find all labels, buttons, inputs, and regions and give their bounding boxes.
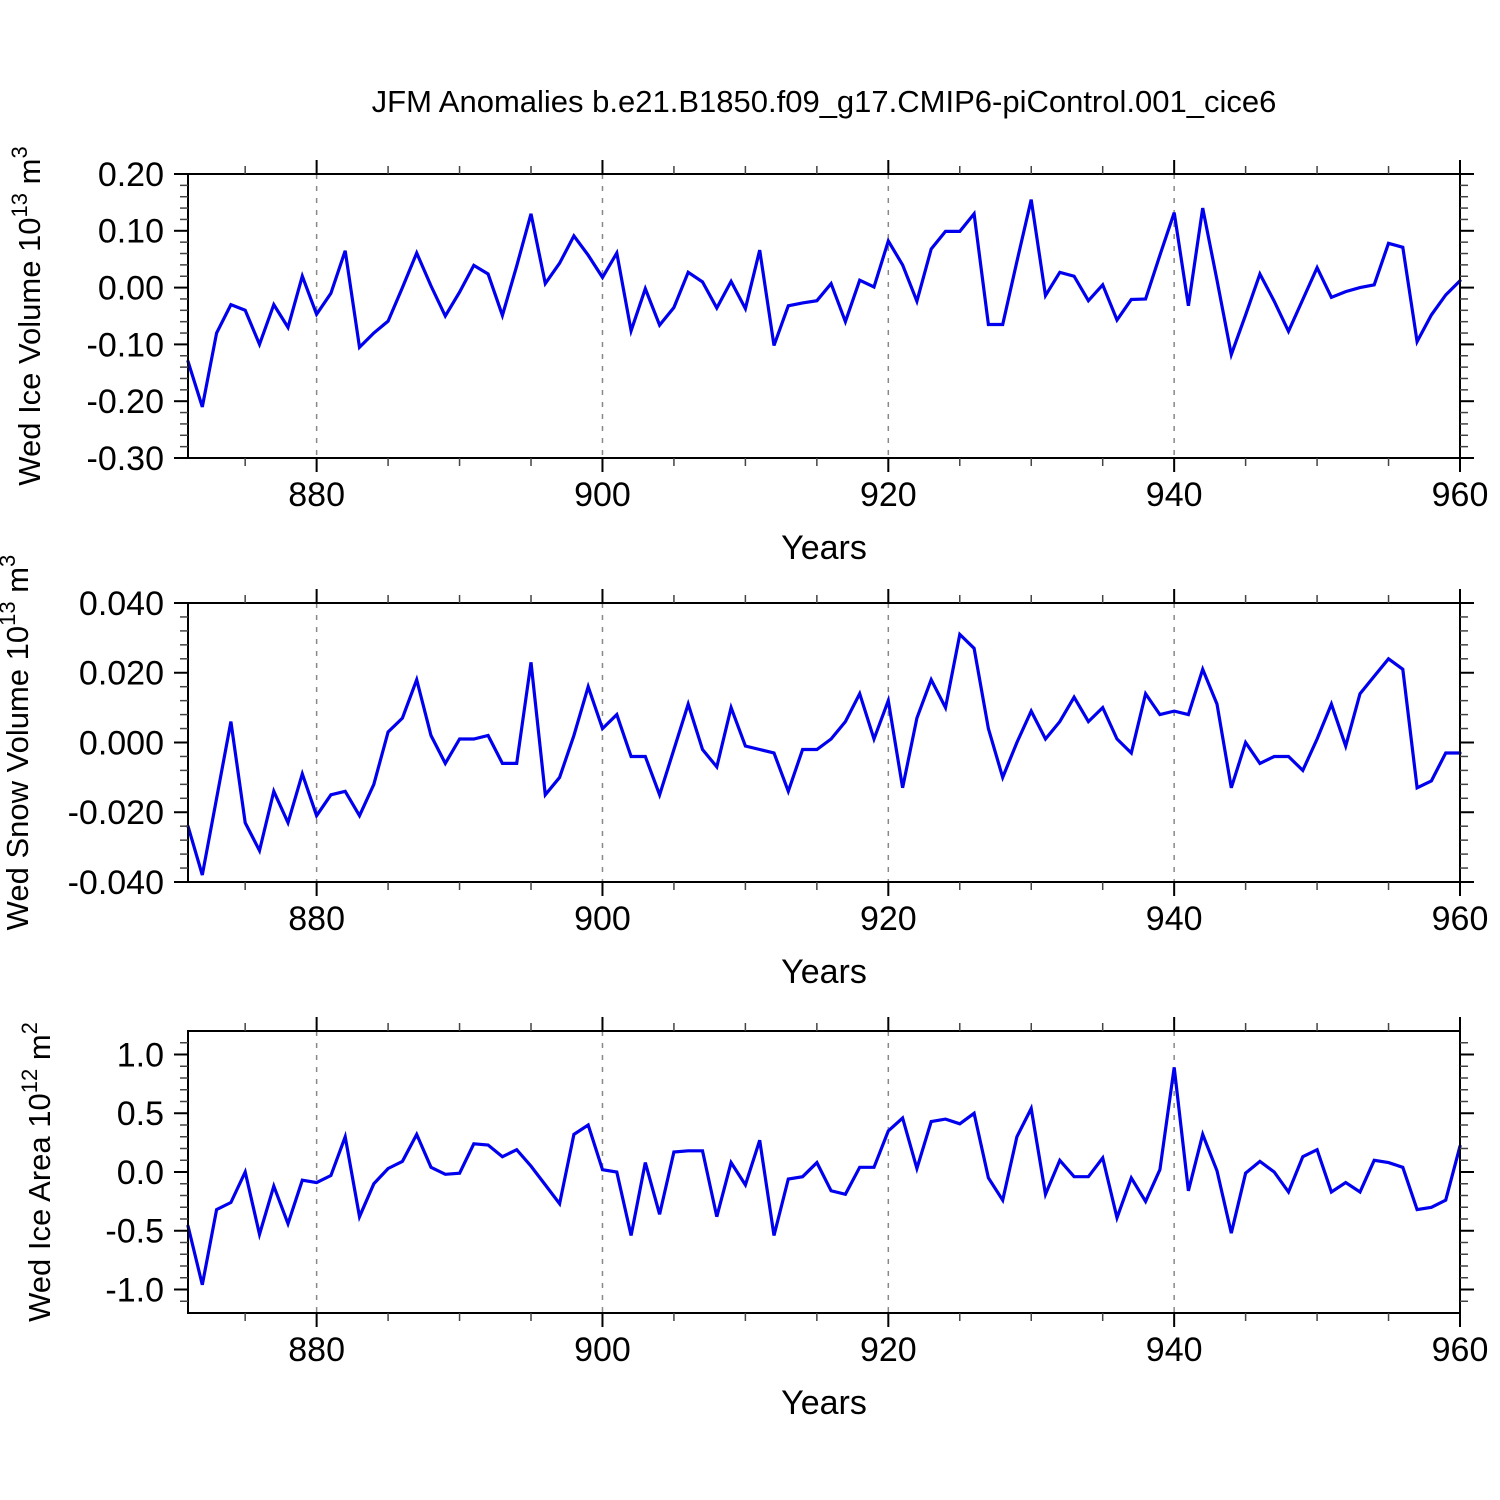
y-tick-label: 0.0 — [117, 1154, 164, 1192]
axis-ticks — [174, 589, 1474, 896]
axis-ticks — [174, 1017, 1474, 1327]
y-tick-label: 0.5 — [117, 1095, 164, 1133]
x-tick-label: 960 — [1432, 1331, 1489, 1369]
y-tick-label: 1.0 — [117, 1036, 164, 1074]
x-axis-title: Years — [781, 529, 867, 567]
y-tick-label: 0.00 — [98, 270, 164, 308]
axis-ticks — [174, 160, 1474, 472]
y-tick-label: -0.20 — [87, 383, 165, 421]
panel-wed-ice-area: 1.0 0.5 0.0 -0.5 -1.0 880 900 920 940 960 Years Wed… — [17, 1017, 1488, 1422]
y-tick-label: -0.5 — [105, 1213, 164, 1251]
y-tick-label: -0.30 — [87, 440, 165, 478]
y-tick-label: -1.0 — [105, 1271, 164, 1309]
panel-wed-ice-volume: 0.20 0.10 0.00 -0.10 -0.20 -0.30 880 900 920 940 9… — [7, 146, 1488, 567]
axis-frame — [187, 1030, 1461, 1314]
y-axis-title: Wed Ice Volume 1013 m3 — [7, 146, 47, 485]
y-tick-label: 0.000 — [79, 724, 164, 762]
axis-frame — [187, 173, 1461, 459]
x-tick-label: 900 — [574, 1331, 631, 1369]
panel-wed-snow-volume: 0.040 0.020 0.000 -0.020 -0.040 880 900 920 940 9… — [0, 555, 1488, 991]
y-tick-label: 0.20 — [98, 156, 164, 194]
x-tick-label: 880 — [288, 1331, 345, 1369]
x-tick-label: 900 — [574, 476, 631, 514]
y-tick-label: -0.020 — [68, 794, 164, 832]
y-tick-label: 0.020 — [79, 655, 164, 693]
y-tick-label: 0.10 — [98, 213, 164, 251]
y-tick-label: -0.10 — [87, 326, 165, 364]
x-tick-label: 880 — [288, 476, 345, 514]
x-tick-label: 940 — [1146, 900, 1203, 938]
x-tick-label: 940 — [1146, 476, 1203, 514]
y-tick-label: -0.040 — [68, 864, 164, 902]
x-tick-label: 920 — [860, 476, 917, 514]
figure-title: JFM Anomalies b.e21.B1850.f09_g17.CMIP6-… — [371, 84, 1277, 119]
y-axis-title: Wed Snow Volume 1013 m3 — [0, 555, 35, 931]
wed-ice-area-series-line — [186, 1067, 1462, 1286]
x-tick-label: 880 — [288, 900, 345, 938]
x-tick-label: 960 — [1432, 476, 1489, 514]
wed-snow-volume-series-line — [186, 631, 1462, 876]
x-tick-label: 940 — [1146, 1331, 1203, 1369]
x-tick-label: 960 — [1432, 900, 1489, 938]
x-axis-title: Years — [781, 953, 867, 991]
x-tick-label: 920 — [860, 1331, 917, 1369]
y-axis-title: Wed Ice Area 1012 m2 — [17, 1022, 57, 1322]
x-tick-label: 920 — [860, 900, 917, 938]
x-axis-title: Years — [781, 1384, 867, 1422]
x-tick-label: 900 — [574, 900, 631, 938]
wed-ice-volume-series-line — [186, 199, 1462, 408]
y-tick-label: 0.040 — [79, 585, 164, 623]
